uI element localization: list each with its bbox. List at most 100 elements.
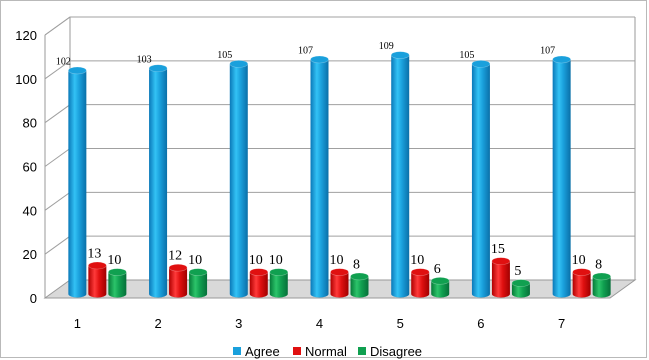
bar-body [431, 280, 450, 298]
y-tick-label: 60 [23, 160, 37, 175]
bar-top [88, 261, 107, 270]
bar-disagree [430, 277, 450, 298]
legend-item-normal: Normal [293, 344, 347, 359]
bar-top [168, 263, 188, 272]
data-label: 10 [107, 253, 121, 268]
bar-top [430, 277, 450, 285]
legend: Agree Normal Disagree [233, 344, 422, 359]
bar-normal [168, 263, 188, 298]
bar-normal [491, 257, 511, 298]
bar-top [491, 257, 511, 265]
bar-body [229, 63, 248, 298]
bar-disagree [592, 272, 611, 298]
y-tick-label: 120 [15, 28, 37, 43]
y-axis-ticks: 0 20 40 60 80 100 120 [15, 28, 37, 306]
bar-disagree [269, 268, 289, 298]
y-tick-label: 20 [23, 247, 37, 262]
y-tick-label: 80 [23, 116, 37, 131]
data-label: 8 [595, 257, 602, 272]
y-tick-label: 0 [30, 291, 37, 306]
bar-body [552, 59, 571, 298]
bar-normal [410, 268, 430, 298]
bar-agree [148, 64, 168, 298]
bar-top [511, 279, 531, 287]
gridline [44, 235, 635, 255]
bar-top [108, 268, 127, 276]
bar-body [189, 272, 208, 298]
gridline [44, 148, 635, 167]
data-label: 5 [514, 264, 521, 279]
bar-body [249, 272, 268, 298]
bar-agree [390, 51, 410, 298]
bar-disagree [188, 268, 208, 298]
x-tick-label: 3 [235, 316, 242, 331]
bar-agree [310, 55, 329, 298]
bar-top [410, 268, 430, 276]
legend-swatch [358, 347, 366, 355]
bar-top [269, 268, 289, 276]
bar-normal [249, 268, 269, 298]
bar-top [148, 64, 168, 73]
gridline [44, 16, 635, 36]
bar-body [572, 272, 591, 298]
bar-agree [68, 66, 87, 298]
x-axis-ticks: 1 2 3 4 5 6 7 [74, 316, 566, 331]
x-tick-label: 4 [316, 316, 323, 331]
bar-body [169, 267, 188, 298]
bar-top [350, 272, 369, 281]
bar-body [350, 276, 369, 298]
data-label: 13 [87, 247, 101, 262]
bar-body [88, 265, 107, 298]
data-label: 10 [410, 253, 424, 268]
gridline [44, 60, 635, 80]
bar-top [552, 55, 571, 64]
data-label: 10 [188, 253, 202, 268]
data-label: 105 [459, 50, 474, 61]
legend-item-disagree: Disagree [358, 344, 422, 359]
bar-agree [229, 60, 249, 298]
data-label: 12 [168, 249, 182, 264]
data-label: 15 [491, 242, 505, 257]
bar-top [310, 55, 329, 64]
bar-body [330, 272, 349, 298]
bar-normal [572, 268, 591, 298]
data-label: 6 [434, 262, 441, 277]
bar-top [68, 66, 87, 75]
data-label: 10 [572, 253, 586, 268]
bar-body [108, 272, 127, 298]
bar-body [269, 272, 288, 298]
x-tick-label: 1 [74, 316, 81, 331]
data-label: 10 [330, 253, 344, 268]
bar-agree [471, 60, 491, 298]
y-tick-label: 40 [23, 203, 37, 218]
legend-label: Normal [305, 344, 347, 359]
data-label: 107 [540, 45, 555, 56]
data-label: 107 [298, 45, 313, 56]
bar-normal [88, 261, 107, 298]
bar-top [330, 268, 349, 276]
x-tick-label: 2 [154, 316, 161, 331]
bar-disagree [511, 279, 531, 298]
bar-body [391, 55, 410, 298]
bar-agree [552, 55, 571, 298]
bar-top [249, 268, 269, 276]
legend-swatch [293, 347, 301, 355]
legend-swatch [233, 347, 241, 355]
bar-top [471, 60, 491, 68]
bar-top [229, 60, 249, 68]
gridline [44, 191, 635, 211]
x-tick-label: 6 [477, 316, 484, 331]
bar-body [511, 283, 530, 298]
bar-disagree [350, 272, 369, 298]
data-label: 105 [217, 50, 232, 61]
bar-top [572, 268, 591, 276]
bar-top [592, 272, 611, 281]
legend-label: Agree [245, 344, 280, 359]
bar-top [390, 51, 410, 59]
bar-body [411, 272, 430, 298]
bars [68, 51, 611, 298]
bar-body [471, 63, 490, 298]
data-label: 102 [56, 56, 71, 67]
bar-top [188, 268, 208, 276]
